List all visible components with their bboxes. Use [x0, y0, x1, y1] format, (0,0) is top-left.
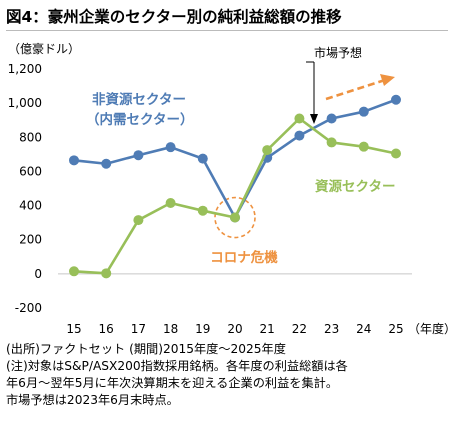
- x-tick-label: 15: [66, 322, 81, 336]
- y-tick-label: 600: [19, 164, 42, 178]
- series-label-resource: 資源セクター: [315, 178, 395, 195]
- data-point-0: [197, 153, 208, 164]
- x-tick-label: 16: [99, 322, 114, 336]
- forecast-pointer-head: [310, 114, 318, 124]
- y-tick-label: -200: [15, 301, 42, 315]
- crisis-label: コロナ危機: [210, 249, 278, 266]
- data-point-1: [101, 268, 112, 279]
- note-line: 市場予想は2023年6月末時点。: [6, 393, 179, 407]
- y-unit-label: （億豪ドル）: [8, 41, 80, 56]
- axes: 1,200 1,000 800 600 400 200 0 -200 15 16 17 18 19 20 2…: [8, 62, 412, 336]
- data-point-0: [133, 150, 144, 161]
- data-point-1: [69, 266, 79, 277]
- forecast-trend-arrow: [325, 78, 386, 101]
- x-tick-label: 17: [131, 322, 146, 336]
- x-tick-label: 18: [163, 322, 178, 336]
- data-point-1: [197, 205, 208, 216]
- note-line: 年6月～翌年5月に年次決算期末を迎える企業の利益を集計。: [6, 376, 339, 390]
- series-layer: [69, 94, 401, 279]
- source-notes: (出所)ファクトセット (期間)2015年度～2025年度 (注)対象はS&P/…: [6, 341, 450, 409]
- data-point-1: [326, 137, 337, 148]
- x-unit-label: （年度）: [408, 321, 454, 336]
- x-tick-label: 25: [388, 322, 403, 336]
- data-point-0: [165, 142, 176, 153]
- data-point-1: [391, 148, 401, 159]
- labels-layer: 非資源セクター （内需セクター） 資源セクター: [86, 91, 395, 195]
- note-line: (出所)ファクトセット (期間)2015年度～2025年度: [6, 342, 286, 356]
- y-tick-label: 200: [19, 233, 42, 247]
- data-point-1: [165, 198, 176, 209]
- x-tick-label: 20: [227, 322, 242, 336]
- data-point-1: [294, 113, 305, 124]
- y-tick-label: 1,200: [8, 62, 42, 76]
- x-tick-label: 21: [260, 322, 275, 336]
- x-tick-label: 22: [292, 322, 307, 336]
- y-tick-label: 1,000: [8, 96, 42, 110]
- forecast-arrow-head: [380, 74, 395, 86]
- x-tick-label: 19: [195, 322, 210, 336]
- y-tick-label: 0: [34, 267, 42, 281]
- series-label-nonresource: 非資源セクター: [92, 91, 186, 108]
- data-point-0: [69, 155, 79, 166]
- line-chart: （億豪ドル） （年度） 1,2001,0008006004002000-2001…: [8, 41, 454, 336]
- data-point-0: [101, 158, 112, 169]
- data-point-0: [358, 106, 369, 117]
- note-line: (注)対象はS&P/ASX200指数採用銘柄。各年度の利益総額は各: [6, 359, 348, 373]
- data-point-1: [133, 215, 144, 226]
- data-point-1: [230, 212, 240, 223]
- data-point-0: [294, 130, 305, 141]
- data-point-0: [391, 94, 401, 105]
- data-point-1: [358, 141, 369, 152]
- series-label-nonresource: （内需セクター）: [86, 111, 193, 128]
- crisis-circle: [214, 196, 256, 239]
- annotations: コロナ危機 市場予想: [210, 45, 395, 266]
- data-point-0: [326, 113, 337, 124]
- y-tick-label: 400: [19, 199, 42, 213]
- y-tick-label: 800: [19, 130, 42, 144]
- data-point-1: [262, 145, 273, 156]
- page-title: 図4：豪州企業のセクター別の純利益総額の推移: [6, 4, 448, 31]
- x-tick-label: 24: [356, 322, 371, 336]
- x-tick-label: 23: [324, 322, 339, 336]
- forecast-label: 市場予想: [314, 45, 362, 60]
